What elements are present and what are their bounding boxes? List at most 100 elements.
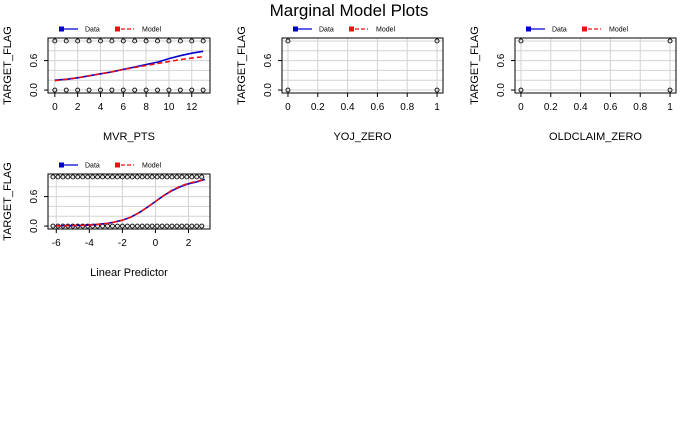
x-tick-label: 8 (143, 102, 149, 113)
x-axis-label: OLDCLAIM_ZERO (549, 131, 642, 143)
y-axis-label: TARGET_FLAG (469, 26, 481, 105)
data-point (65, 174, 71, 180)
data-point (518, 38, 524, 44)
data-point (139, 174, 145, 180)
data-point (70, 174, 76, 180)
data-point (285, 38, 291, 44)
data-point (132, 87, 138, 93)
legend-model-label: Model (376, 27, 396, 34)
data-point (179, 174, 185, 180)
x-tick-label: 0.2 (311, 102, 325, 113)
legend-data-label: Data (85, 163, 100, 170)
data-point (129, 223, 135, 229)
data-point (164, 174, 170, 180)
data-point (60, 174, 66, 180)
x-axis-label: Linear Predictor (90, 267, 168, 279)
x-tick-label: 0.4 (574, 102, 588, 113)
y-tick-label: 0.6 (29, 53, 40, 67)
data-point (100, 174, 106, 180)
y-tick-label: 0.0 (263, 83, 274, 97)
data-point (155, 38, 160, 44)
y-tick-label: 0.6 (263, 53, 274, 67)
data-point (55, 174, 61, 180)
model-line (56, 178, 206, 227)
x-tick-label: -4 (85, 238, 94, 249)
data-point (285, 87, 291, 93)
data-point (143, 38, 149, 44)
x-tick-label: 2 (75, 102, 81, 113)
data-point (177, 87, 183, 93)
data-point (174, 223, 180, 229)
data-point (120, 87, 126, 93)
data-point (189, 38, 195, 44)
panel-1: 0 2 4 6 8 10 12 0.0 0.6 MVR_PTS TARGET_FLAG Data Mod… (2, 26, 211, 143)
data-point (86, 38, 92, 44)
x-tick-label: 4 (98, 102, 104, 113)
data-point (144, 174, 150, 180)
data-point (109, 87, 115, 93)
data-point (105, 174, 110, 180)
data-point (159, 174, 165, 180)
x-tick-label: 1 (667, 102, 673, 113)
panel-4: -6 -4 -2 0 2 0.0 0.6 Linear Predictor TARGET_FLA… (2, 162, 211, 279)
data-point (434, 87, 440, 93)
data-point (85, 223, 91, 229)
legend-data-label: Data (552, 27, 567, 34)
data-point (110, 174, 115, 180)
y-tick-label: 0.0 (29, 83, 40, 97)
data-point (184, 174, 190, 180)
x-tick-label: -2 (118, 238, 127, 249)
data-point (134, 223, 140, 229)
data-point (434, 38, 440, 44)
x-tick-label: 1 (434, 102, 440, 113)
y-tick-label: 0.0 (29, 219, 40, 233)
data-point (518, 87, 524, 93)
data-point (124, 223, 130, 229)
x-tick-label: 10 (163, 102, 175, 113)
data-point (119, 223, 125, 229)
x-tick-label: -6 (52, 238, 61, 249)
data-point (75, 38, 81, 44)
legend: Data Model (59, 26, 162, 34)
data-point (184, 223, 190, 229)
y-tick-label: 0.6 (496, 53, 507, 67)
data-point (75, 174, 81, 180)
x-tick-label: 12 (186, 102, 198, 113)
x-tick-label: 0 (518, 102, 524, 113)
legend-data-label: Data (85, 27, 100, 34)
x-tick-label: 0.6 (370, 102, 384, 113)
figure-title: Marginal Model Plots (270, 1, 429, 20)
data-point (194, 223, 200, 229)
data-point (154, 223, 160, 229)
legend-data-label: Data (319, 27, 334, 34)
data-point (169, 174, 175, 180)
y-axis-label: TARGET_FLAG (236, 26, 248, 105)
data-point (667, 38, 673, 44)
data-point (189, 87, 195, 93)
y-tick-label: 0.6 (29, 189, 40, 203)
data-point (114, 174, 120, 180)
data-point (109, 38, 115, 44)
data-point (166, 38, 172, 44)
data-point (134, 174, 140, 180)
model-line (54, 55, 204, 82)
data-point (154, 174, 160, 180)
plot-frame (281, 37, 444, 94)
plot-frame (47, 173, 211, 230)
data-point (95, 174, 101, 180)
data-point (667, 87, 673, 93)
data-point (169, 223, 175, 229)
data-point (149, 223, 155, 229)
data-point (114, 223, 120, 229)
data-point (50, 223, 56, 229)
data-point (200, 87, 206, 93)
y-axis-label: TARGET_FLAG (2, 26, 14, 105)
panel-3: 0 0.2 0.4 0.6 0.8 1 0.0 0.6 OLDCLAIM_ZERO TARGET_… (469, 26, 677, 143)
data-point (155, 87, 160, 93)
data-point (90, 174, 96, 180)
data-point (124, 174, 130, 180)
plot-frame (514, 37, 677, 94)
x-axis-label: MVR_PTS (103, 131, 155, 143)
